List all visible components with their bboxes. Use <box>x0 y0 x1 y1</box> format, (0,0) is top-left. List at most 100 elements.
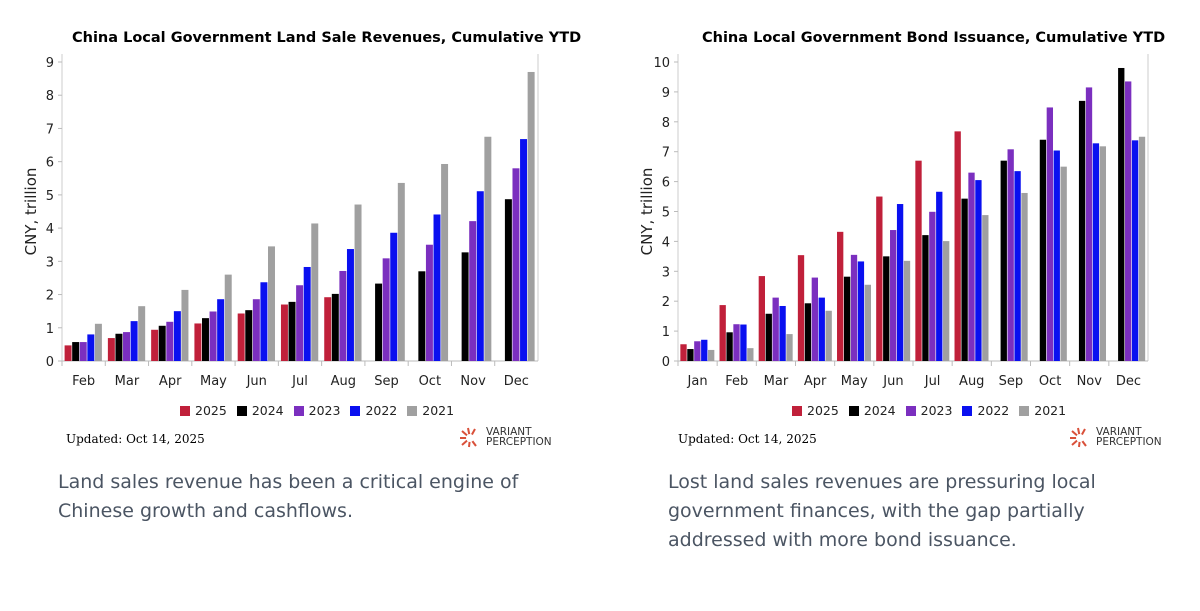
updated-label: Updated: Oct 14, 2025 <box>66 432 205 446</box>
bond-issuance-chart: 0 1 2 3 4 5 6 7 8 9 10 CNY, trillion Jan Feb Mar Apr May… <box>638 54 1149 389</box>
bar-2023-aug <box>968 172 975 361</box>
x-tick-label: Jun <box>882 374 903 389</box>
bar-2022-mar <box>779 305 786 361</box>
bar-2025-may <box>837 231 844 361</box>
x-tick-label: Apr <box>159 374 182 389</box>
bar-2024-jul <box>288 301 296 361</box>
bar-2023-jan <box>694 341 701 361</box>
bar-2022-jun <box>260 282 268 361</box>
bar-2023-oct <box>1046 107 1054 361</box>
bar-2025-jun <box>876 196 883 361</box>
legend-label: 2022 <box>977 403 1010 418</box>
bar-2024-may <box>843 276 851 361</box>
bar-2024-dec <box>504 199 512 361</box>
legend-label: 2023 <box>308 403 341 418</box>
x-tick-label: Nov <box>1077 374 1103 389</box>
legend-swatch <box>350 406 361 416</box>
y-axis-label: CNY, trillion <box>638 168 656 256</box>
y-tick-label: 8 <box>662 116 670 131</box>
x-tick-label: Nov <box>460 374 486 389</box>
bar-2022-dec <box>520 139 528 361</box>
bar-2022-sep <box>1014 171 1021 361</box>
bar-2023-nov <box>1085 87 1093 361</box>
bar-2022-sep <box>390 232 398 361</box>
bar-2022-may <box>217 299 225 361</box>
bar-2025-mar <box>758 276 766 361</box>
y-tick-label: 6 <box>662 176 670 191</box>
bar-2023-feb <box>733 324 740 361</box>
y-tick-label: 1 <box>662 325 670 340</box>
caption: Lost land sales revenues are pressuring … <box>668 471 1096 551</box>
y-tick-label: 9 <box>662 86 670 101</box>
bar-2024-nov <box>1078 100 1086 362</box>
x-tick-label: Apr <box>804 374 827 389</box>
y-tick-label: 9 <box>46 56 54 71</box>
bar-2021-feb <box>747 348 754 361</box>
bar-2022-aug <box>346 249 354 361</box>
legend-item-2025: 2025 <box>792 403 839 418</box>
bar-2023-mar <box>123 332 131 361</box>
y-axis-label: CNY, trillion <box>22 168 40 256</box>
legend-swatch <box>293 406 304 416</box>
x-tick-label: Jul <box>924 374 941 389</box>
updated-label: Updated: Oct 14, 2025 <box>678 432 817 446</box>
bar-2023-jun <box>890 230 897 361</box>
bar-2023-jul <box>296 285 304 361</box>
bar-2022-oct <box>1053 150 1060 361</box>
bar-2022-feb <box>87 334 95 361</box>
bar-2022-oct <box>433 214 441 361</box>
bar-2024-jan <box>687 349 694 361</box>
bar-2021-jun <box>903 260 911 361</box>
bar-2021-jan <box>708 349 715 361</box>
bond-issuance-panel: China Local Government Bond Issuance, Cu… <box>600 0 1200 611</box>
bar-2021-feb <box>94 323 102 361</box>
bar-2021-dec <box>527 71 535 361</box>
legend-item-2025: 2025 <box>180 403 227 418</box>
bar-2023-feb <box>79 342 87 361</box>
bar-2024-jun <box>883 256 890 361</box>
bar-2022-jan <box>701 339 708 361</box>
bar-2022-dec <box>1131 140 1139 361</box>
bar-2023-sep <box>1007 149 1014 361</box>
chart-title: China Local Government Bond Issuance, Cu… <box>702 30 1166 46</box>
legend-swatch <box>180 406 190 416</box>
bar-2021-sep <box>397 182 405 361</box>
legend-item-2021: 2021 <box>407 403 454 418</box>
x-tick-label: Sep <box>374 374 399 389</box>
bar-2021-aug <box>982 215 989 361</box>
x-tick-label: Jul <box>291 374 308 389</box>
y-tick-label: 5 <box>662 206 670 221</box>
chart-legend: 2025 2024 2023 2022 2021 <box>792 403 1066 418</box>
legend-label: 2022 <box>365 403 398 418</box>
bar-2024-jun <box>245 310 253 361</box>
bar-2024-sep <box>1000 160 1007 361</box>
bar-2024-nov <box>461 252 469 361</box>
bar-2024-apr <box>804 303 812 361</box>
logo-line2: PERCEPTION <box>1096 436 1162 448</box>
bar-2022-jun <box>896 204 904 361</box>
y-tick-label: 8 <box>46 89 54 104</box>
y-tick-label: 4 <box>662 235 670 250</box>
bar-2025-apr <box>151 329 159 361</box>
bar-2022-apr <box>173 311 181 361</box>
bar-2024-mar <box>765 313 772 361</box>
bar-2023-oct <box>425 244 433 361</box>
bar-2024-jul <box>922 235 929 361</box>
legend-item-2023: 2023 <box>905 403 952 418</box>
bar-2022-nov <box>476 191 484 361</box>
bar-2023-nov <box>469 221 477 361</box>
bar-2021-aug <box>354 204 362 361</box>
bar-2021-oct <box>441 163 449 361</box>
bar-2022-may <box>857 261 865 361</box>
bar-2025-aug <box>954 131 961 361</box>
bar-2024-feb <box>726 332 733 361</box>
bar-2021-nov <box>484 136 492 361</box>
y-tick-label: 10 <box>653 56 670 71</box>
y-tick-label: 7 <box>46 122 54 137</box>
legend-label: 2025 <box>195 403 227 418</box>
x-tick-label: May <box>200 374 227 389</box>
x-tick-label: Dec <box>504 374 529 389</box>
logo-line1: VARIANT <box>1096 426 1142 438</box>
bar-2021-jul <box>311 223 319 361</box>
bar-2022-mar <box>130 321 138 361</box>
